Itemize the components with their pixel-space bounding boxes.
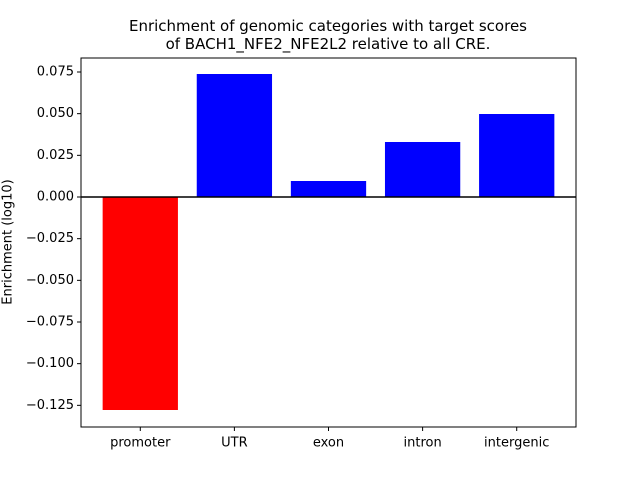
y-tick-label: 0.025 <box>37 148 74 163</box>
y-tick-label: −0.075 <box>26 315 74 330</box>
bar <box>479 114 555 197</box>
chart-title: Enrichment of genomic categories with ta… <box>129 17 527 54</box>
bar <box>102 197 178 410</box>
axes-frame <box>80 57 577 428</box>
y-tick-label: 0.000 <box>37 190 74 205</box>
x-tick-label: intergenic <box>484 436 549 451</box>
x-tick-label: exon <box>313 436 344 451</box>
y-tick-label: −0.125 <box>26 398 74 413</box>
bar <box>196 74 273 197</box>
bar <box>290 181 367 197</box>
y-axis-label: Enrichment (log10) <box>1 179 16 304</box>
y-tick-label: −0.050 <box>26 273 74 288</box>
y-tick-label: 0.050 <box>37 106 74 121</box>
x-tick-label: intron <box>404 436 442 451</box>
bar <box>384 142 461 197</box>
x-tick-label: UTR <box>221 436 248 451</box>
y-tick-label: −0.025 <box>26 231 74 246</box>
x-tick-label: promoter <box>110 436 171 451</box>
y-tick-label: 0.075 <box>37 65 74 80</box>
y-tick-label: −0.100 <box>26 356 74 371</box>
